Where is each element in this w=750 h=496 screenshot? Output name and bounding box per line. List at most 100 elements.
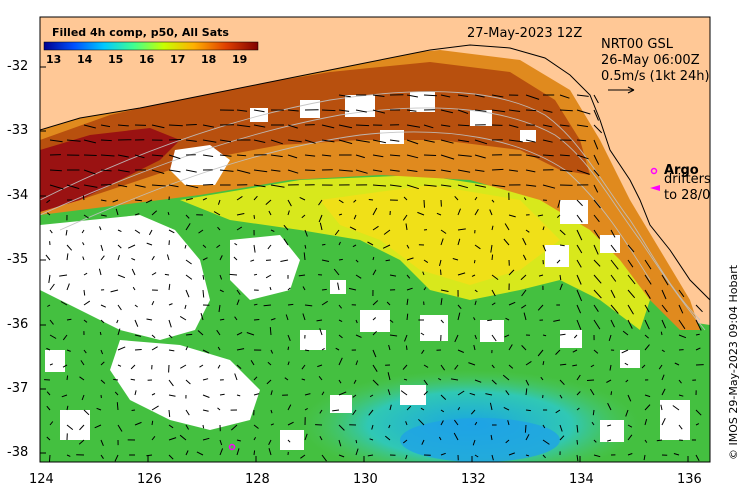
current-vector xyxy=(473,344,476,351)
current-vector xyxy=(372,300,379,306)
current-vector xyxy=(355,319,358,324)
current-vector xyxy=(406,405,412,411)
current-vector xyxy=(219,439,223,446)
current-vector xyxy=(593,184,599,193)
current-vector xyxy=(146,454,153,457)
current-vector xyxy=(644,394,651,398)
current-vector xyxy=(491,94,504,98)
current-vector xyxy=(525,434,530,441)
current-vector xyxy=(644,259,652,270)
current-vector xyxy=(117,184,128,188)
current-vector xyxy=(423,391,428,396)
current-vector xyxy=(283,224,289,231)
y-tick-label-32: -32 xyxy=(7,59,29,74)
current-vector xyxy=(333,268,340,276)
current-vector xyxy=(219,289,224,293)
y-tick-label-38: -38 xyxy=(7,445,29,460)
current-vector xyxy=(185,274,193,280)
current-vector xyxy=(470,409,476,415)
current-vector xyxy=(217,226,221,231)
current-vector xyxy=(421,439,425,445)
current-vector xyxy=(423,364,429,368)
current-vector xyxy=(474,244,481,250)
current-vector xyxy=(440,229,447,234)
current-vector xyxy=(389,404,392,411)
current-vector xyxy=(131,257,136,261)
current-vector xyxy=(454,195,459,201)
current-vector xyxy=(179,315,187,321)
current-vector xyxy=(49,363,53,366)
current-vector xyxy=(440,109,454,114)
current-vector xyxy=(540,376,544,381)
current-vector xyxy=(298,274,306,277)
current-vector xyxy=(559,244,565,247)
current-vector xyxy=(352,409,357,416)
current-vector xyxy=(265,199,272,205)
x-tick-label-126: 126 xyxy=(137,472,162,487)
colorbar-tick-15: 15 xyxy=(108,53,124,66)
current-vector xyxy=(576,124,589,128)
current-vector xyxy=(236,124,251,128)
current-vector xyxy=(270,184,285,188)
current-vector xyxy=(151,272,157,276)
y-tick-label-33: -33 xyxy=(7,123,29,138)
current-vector xyxy=(593,244,599,255)
current-vector xyxy=(372,169,383,172)
current-vector xyxy=(457,184,469,189)
current-vector xyxy=(185,139,197,142)
current-vector xyxy=(491,334,497,342)
current-vector xyxy=(253,195,258,201)
current-vector xyxy=(61,394,68,398)
current-vector xyxy=(576,304,582,314)
current-vector xyxy=(660,331,663,336)
current-vector xyxy=(525,454,530,457)
current-vector xyxy=(268,439,272,446)
current-vector xyxy=(525,109,537,112)
current-vector xyxy=(372,139,387,144)
current-vector xyxy=(185,333,193,336)
current-vector xyxy=(49,421,54,426)
current-vector xyxy=(504,223,510,231)
current-vector xyxy=(202,394,210,398)
current-vector xyxy=(644,274,652,285)
current-vector xyxy=(576,229,583,241)
current-vector xyxy=(184,304,187,310)
current-vector xyxy=(270,318,276,321)
current-vector xyxy=(592,409,595,416)
current-vector xyxy=(542,109,553,113)
current-vector xyxy=(253,303,258,306)
current-vector xyxy=(673,453,680,456)
current-vector xyxy=(218,304,221,313)
current-vector xyxy=(253,214,255,219)
current-vector xyxy=(253,436,257,441)
current-vector xyxy=(385,259,391,262)
current-vector xyxy=(542,360,545,366)
current-vector xyxy=(319,328,323,336)
current-vector xyxy=(134,421,142,426)
current-vector xyxy=(589,388,595,396)
current-vector xyxy=(131,268,136,276)
current-vector xyxy=(576,259,582,268)
current-vector xyxy=(555,349,561,355)
current-vector xyxy=(660,404,663,411)
current-vector xyxy=(559,124,570,127)
current-vector xyxy=(490,434,493,441)
current-vector xyxy=(474,289,478,293)
current-vector xyxy=(66,244,73,251)
argo-legend-marker xyxy=(650,167,658,175)
current-vector xyxy=(151,346,158,351)
current-vector xyxy=(287,154,298,159)
current-vector xyxy=(96,407,102,411)
current-vector xyxy=(457,124,470,127)
current-vector xyxy=(83,349,87,354)
current-vector xyxy=(83,214,89,219)
current-vector xyxy=(146,318,153,321)
current-vector xyxy=(525,139,536,143)
current-vector xyxy=(405,454,408,460)
current-vector xyxy=(368,409,374,416)
current-vector xyxy=(355,154,365,159)
current-vector xyxy=(319,409,323,414)
current-vector xyxy=(372,225,379,231)
legend-drifters-line2: to 28/05 12Z xyxy=(664,188,710,203)
current-vector xyxy=(525,169,536,173)
